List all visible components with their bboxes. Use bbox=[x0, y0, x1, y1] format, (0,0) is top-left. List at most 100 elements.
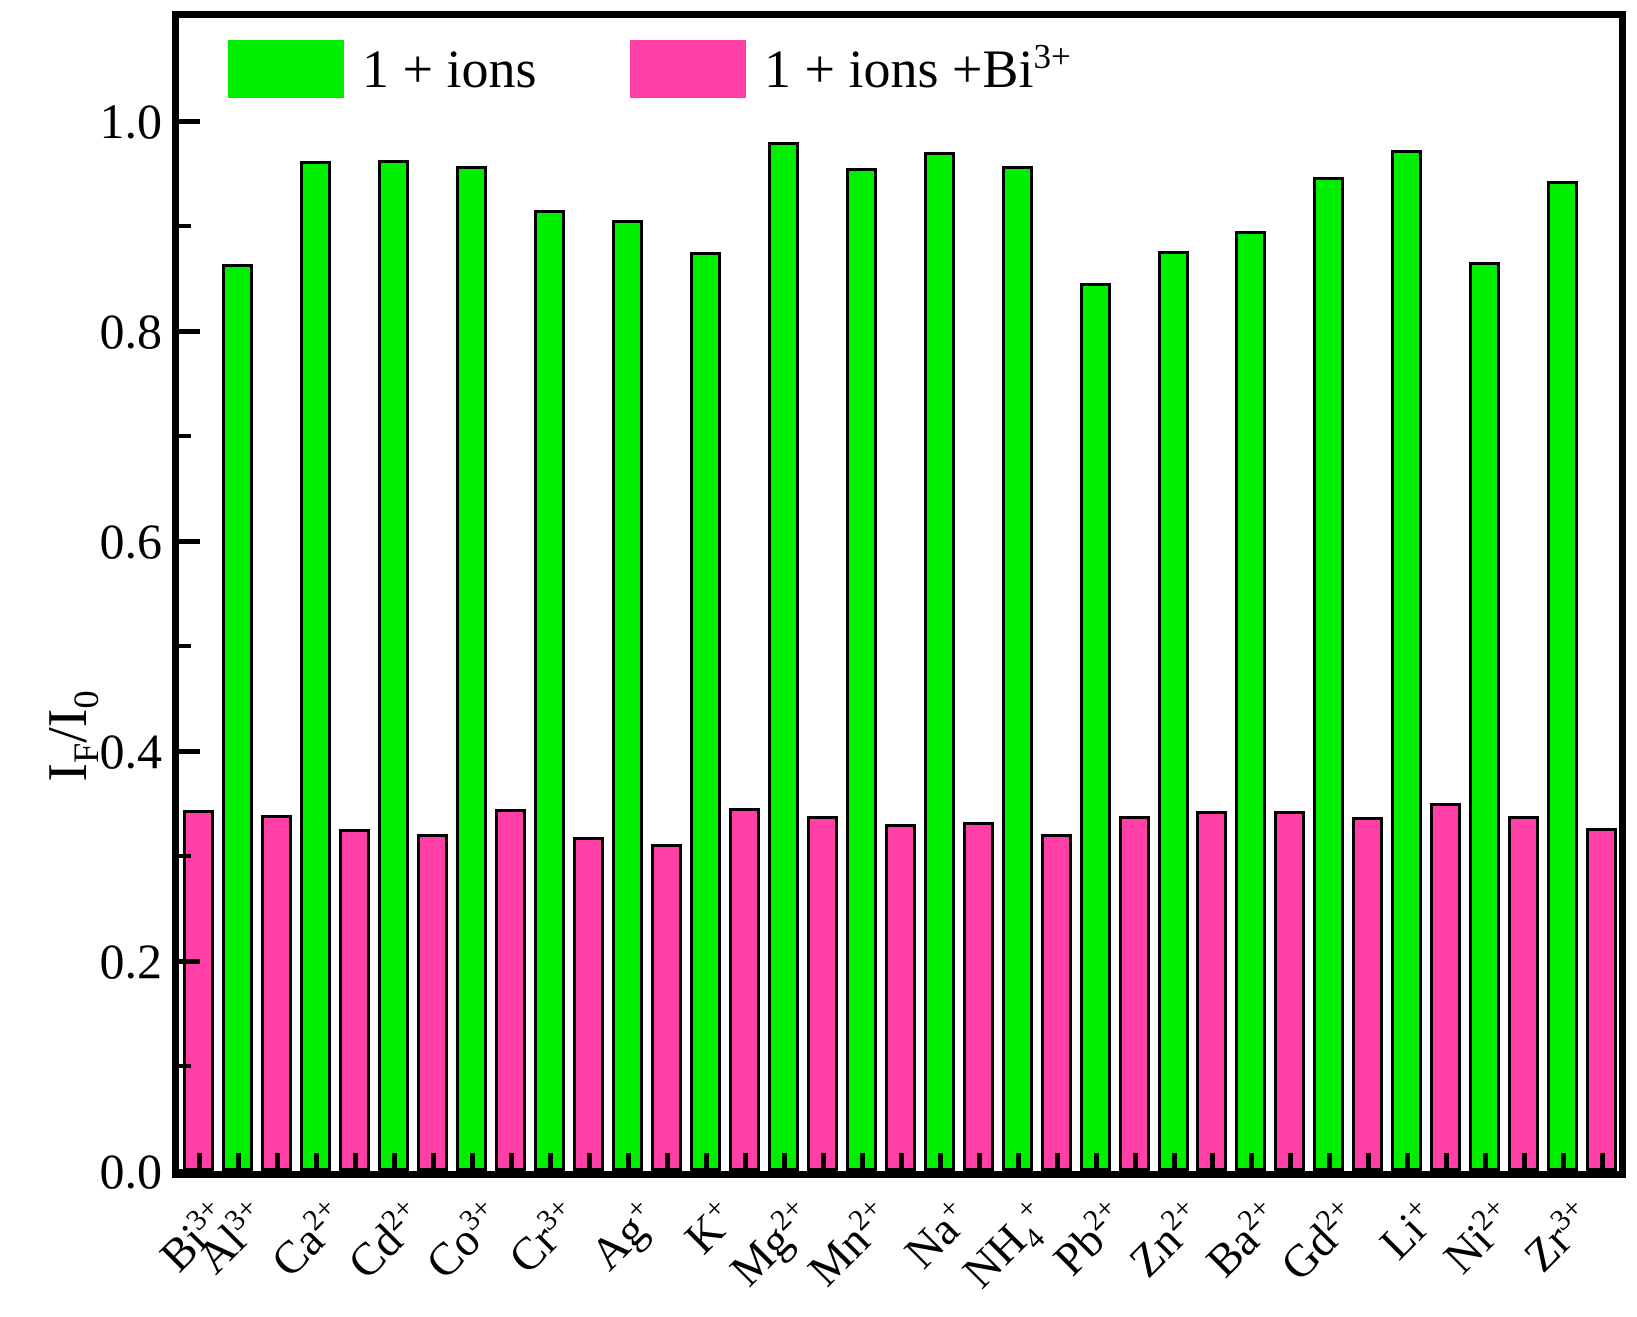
x-category-label: Zr3+ bbox=[1513, 1190, 1590, 1282]
x-tick bbox=[275, 1153, 280, 1171]
bar-1-ions-bi3- bbox=[1430, 803, 1461, 1171]
bar-1-ions-bi3- bbox=[1041, 834, 1072, 1171]
x-tick bbox=[1600, 1153, 1605, 1171]
x-category-label: NH4+ bbox=[952, 1190, 1052, 1298]
bar-1-ions-bi3- bbox=[261, 815, 292, 1171]
x-tick bbox=[548, 1153, 553, 1171]
y-major-tick bbox=[179, 539, 200, 544]
x-tick bbox=[1561, 1153, 1566, 1171]
x-category-label: Zn2+ bbox=[1119, 1190, 1201, 1287]
y-major-tick bbox=[179, 959, 200, 964]
legend-label-ions: 1 + ions bbox=[362, 39, 537, 99]
x-category-label: Cd2+ bbox=[337, 1190, 421, 1289]
bar-1-ions-bi3- bbox=[1274, 811, 1305, 1171]
y-minor-tick bbox=[179, 434, 191, 438]
x-category-label: Ba2+ bbox=[1196, 1190, 1278, 1287]
x-tick bbox=[392, 1153, 397, 1171]
x-tick bbox=[1522, 1153, 1527, 1171]
bar-1-ions-bi3- bbox=[885, 824, 916, 1171]
x-tick bbox=[938, 1153, 943, 1171]
bar-1-ions-bi3- bbox=[573, 837, 604, 1171]
x-tick bbox=[899, 1153, 904, 1171]
bar-1-ions bbox=[534, 210, 565, 1171]
bar-1-ions bbox=[846, 168, 877, 1171]
x-tick bbox=[470, 1153, 475, 1171]
bar-1-ions bbox=[300, 161, 331, 1171]
y-minor-tick bbox=[179, 644, 191, 648]
y-major-tick bbox=[179, 119, 200, 124]
bar-1-ions bbox=[768, 142, 799, 1171]
x-tick bbox=[977, 1153, 982, 1171]
x-tick bbox=[1249, 1153, 1254, 1171]
bar-1-ions bbox=[378, 160, 409, 1171]
x-tick bbox=[782, 1153, 787, 1171]
bar-1-ions bbox=[690, 252, 721, 1171]
y-major-tick bbox=[179, 329, 200, 334]
x-tick bbox=[743, 1153, 748, 1171]
y-tick-label: 0.6 bbox=[99, 513, 163, 569]
y-minor-tick bbox=[179, 854, 191, 858]
bar-1-ions-bi3- bbox=[417, 834, 448, 1171]
bar-1-ions-bi3- bbox=[1352, 817, 1383, 1171]
legend: 1 + ions 1 + ions +Bi3+ bbox=[0, 0, 1637, 120]
x-tick bbox=[665, 1153, 670, 1171]
x-tick bbox=[626, 1153, 631, 1171]
x-tick bbox=[509, 1153, 514, 1171]
y-tick-label: 1.0 bbox=[99, 93, 163, 149]
x-tick bbox=[1405, 1153, 1410, 1171]
bar-1-ions bbox=[924, 152, 955, 1171]
x-tick bbox=[1366, 1153, 1371, 1171]
bar-1-ions bbox=[1235, 231, 1266, 1171]
y-tick-label: 0.0 bbox=[99, 1143, 163, 1199]
x-category-label: Co3+ bbox=[415, 1190, 499, 1289]
x-tick bbox=[1172, 1153, 1177, 1171]
bar-1-ions-bi3- bbox=[729, 808, 760, 1171]
bar-1-ions bbox=[1313, 177, 1344, 1171]
x-category-label: Mg2+ bbox=[720, 1190, 811, 1296]
y-minor-tick bbox=[179, 1064, 191, 1068]
legend-swatch-ions-bi bbox=[630, 40, 746, 98]
x-tick bbox=[1444, 1153, 1449, 1171]
y-tick-label: 0.8 bbox=[99, 303, 163, 359]
bar-1-ions bbox=[222, 264, 253, 1171]
x-category-label: Cr3+ bbox=[498, 1190, 577, 1283]
y-minor-tick bbox=[179, 224, 191, 228]
x-tick bbox=[1288, 1153, 1293, 1171]
bar-1-ions bbox=[1158, 251, 1189, 1171]
x-category-label: Li+ bbox=[1370, 1190, 1436, 1269]
y-tick-label: 0.2 bbox=[99, 933, 163, 989]
bar-1-ions bbox=[1391, 150, 1422, 1171]
y-major-tick bbox=[179, 1169, 200, 1174]
bar-1-ions bbox=[1547, 181, 1578, 1171]
bar-1-ions-bi3- bbox=[1119, 816, 1150, 1171]
x-tick bbox=[860, 1153, 865, 1171]
x-category-label: Ni2+ bbox=[1433, 1190, 1512, 1283]
x-tick bbox=[431, 1153, 436, 1171]
x-tick bbox=[1094, 1153, 1099, 1171]
x-tick bbox=[236, 1153, 241, 1171]
x-tick bbox=[821, 1153, 826, 1171]
bar-1-ions-bi3- bbox=[963, 822, 994, 1171]
x-category-label: Gd2+ bbox=[1270, 1190, 1356, 1291]
bar-1-ions-bi3- bbox=[1508, 816, 1539, 1171]
x-tick bbox=[353, 1153, 358, 1171]
x-tick bbox=[704, 1153, 709, 1171]
bar-1-ions-bi3- bbox=[1586, 828, 1617, 1171]
legend-swatch-ions bbox=[228, 40, 344, 98]
x-tick bbox=[314, 1153, 319, 1171]
x-tick bbox=[1016, 1153, 1021, 1171]
x-tick bbox=[1055, 1153, 1060, 1171]
x-category-label: Pb2+ bbox=[1043, 1190, 1123, 1285]
x-tick bbox=[1327, 1153, 1332, 1171]
bar-1-ions-bi3- bbox=[339, 829, 370, 1171]
y-major-tick bbox=[179, 749, 200, 754]
bar-1-ions-bi3- bbox=[495, 809, 526, 1171]
bar-1-ions-bi3- bbox=[1196, 811, 1227, 1171]
y-tick-label: 0.4 bbox=[99, 723, 163, 779]
bar-1-ions-bi3- bbox=[807, 816, 838, 1171]
x-category-label: Ag+ bbox=[580, 1190, 657, 1280]
x-tick bbox=[197, 1153, 202, 1171]
x-tick bbox=[1210, 1153, 1215, 1171]
x-category-label: Mn2+ bbox=[798, 1190, 889, 1296]
bar-1-ions bbox=[1002, 166, 1033, 1171]
